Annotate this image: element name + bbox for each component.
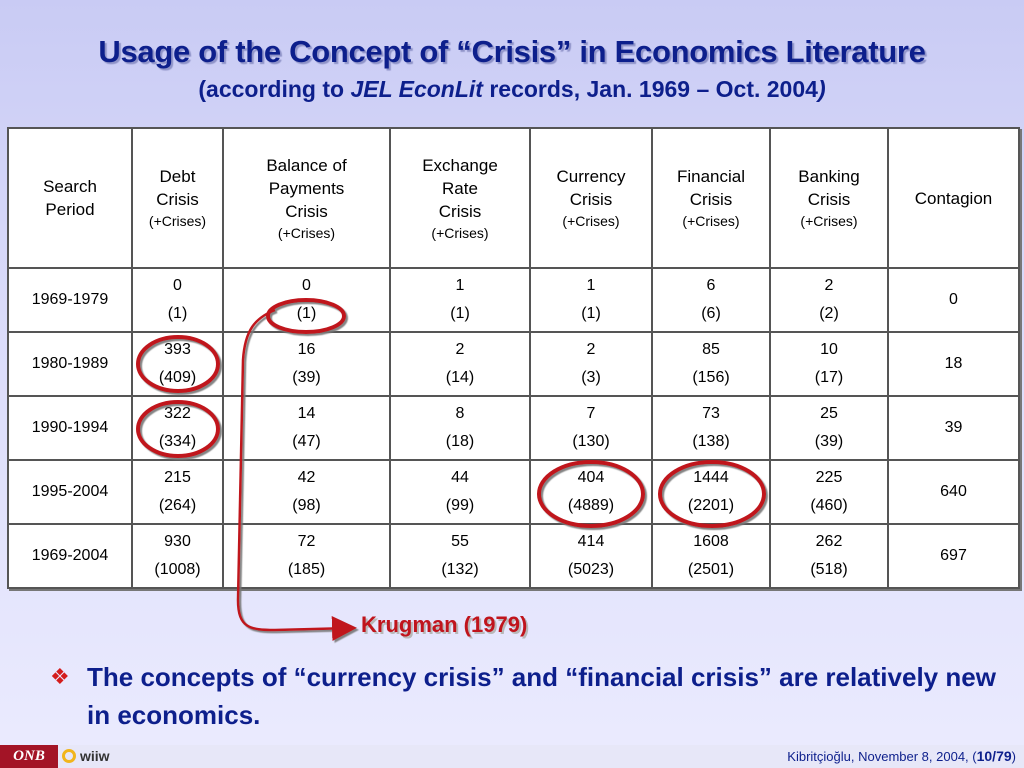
header-currency-crisis: Currency Crisis (+Crises) — [529, 127, 653, 269]
crisis-usage-table: Search Period Debt Crisis (+Crises) Balance… — [7, 127, 1020, 589]
data-cell: 55 (132) — [389, 523, 531, 589]
data-cell: 322 (334) — [131, 395, 224, 461]
header-exchange-rate-crisis: Exchange Rate Crisis (+Crises) — [389, 127, 531, 269]
table-row: 1980-1989 393 (409) 16 (39) 2 (14) 2 (3) 85(… — [7, 331, 1020, 397]
period-cell: 1990-1994 — [7, 395, 133, 461]
wiiw-logo: wiiw — [62, 745, 110, 768]
contagion-cell: 697 — [887, 523, 1020, 589]
slide-subtitle: (according to JEL EconLit records, Jan. … — [198, 76, 826, 102]
data-cell: 215 (264) — [131, 459, 224, 525]
data-cell: 1444 (2201) — [651, 459, 771, 525]
slide-title: Usage of the Concept of “Crisis” in Econ… — [98, 34, 926, 69]
header-search-period: Search Period — [7, 127, 133, 269]
data-cell: 1608 (2501) — [651, 523, 771, 589]
data-cell: 2 (3) — [529, 331, 653, 397]
table-row: 1969-1979 0 (1) 0 (1) 1 (1) 1 (1) 6 (6) 2 (2) … — [7, 267, 1020, 333]
page-number: 10/79 — [976, 748, 1012, 764]
data-cell: 8 (18) — [389, 395, 531, 461]
period-cell: 1995-2004 — [7, 459, 133, 525]
period-cell: 1969-1979 — [7, 267, 133, 333]
contagion-cell: 18 — [887, 331, 1020, 397]
bullet-point: ❖ The concepts of “currency crisis” and … — [50, 658, 1010, 734]
contagion-cell: 640 — [887, 459, 1020, 525]
krugman-annotation: Krugman (1979) — [361, 612, 528, 637]
data-cell: 85 (156) — [651, 331, 771, 397]
data-cell: 393 (409) — [131, 331, 224, 397]
data-cell: 16 (39) — [222, 331, 391, 397]
period-cell: 1980-1989 — [7, 331, 133, 397]
diamond-bullet-icon: ❖ — [50, 664, 70, 689]
contagion-cell: 0 — [887, 267, 1020, 333]
data-cell: 73 (138) — [651, 395, 771, 461]
data-cell: 7 (130) — [529, 395, 653, 461]
onb-logo: ONB — [0, 745, 58, 768]
data-cell: 2 (2) — [769, 267, 889, 333]
data-cell: 404 (4889) — [529, 459, 653, 525]
data-cell: 42 (98) — [222, 459, 391, 525]
header-banking-crisis: Banking Crisis (+Crises) — [769, 127, 889, 269]
header-debt-crisis: Debt Crisis (+Crises) — [131, 127, 224, 269]
wiiw-sun-icon — [62, 749, 76, 763]
data-cell: 0 (1) — [222, 267, 391, 333]
data-cell: 930 (1008) — [131, 523, 224, 589]
data-cell: 44 (99) — [389, 459, 531, 525]
bullet-text: The concepts of “currency crisis” and “f… — [87, 662, 996, 730]
header-contagion: Contagion — [887, 127, 1020, 269]
header-financial-crisis: Financial Crisis (+Crises) — [651, 127, 771, 269]
data-cell: 2 (14) — [389, 331, 531, 397]
data-cell: 10 (17) — [769, 331, 889, 397]
footer-bar — [0, 745, 1024, 768]
jel-econlit-text: JEL EconLit — [350, 76, 483, 102]
footer-credit: Kibritçioğlu, November 8, 2004, (10/79) — [787, 748, 1016, 764]
header-balance-of-payments-crisis: Balance of Payments Crisis (+Crises) — [222, 127, 391, 269]
data-cell: 225 (460) — [769, 459, 889, 525]
data-cell: 25 (39) — [769, 395, 889, 461]
data-cell: 6 (6) — [651, 267, 771, 333]
table-row: 1995-2004 215 (264) 42 (98) 44 (99) 404 (488… — [7, 459, 1020, 525]
data-cell: 14 (47) — [222, 395, 391, 461]
data-cell: 0 (1) — [131, 267, 224, 333]
table-row: 1990-1994 322 (334) 14 (47) 8 (18) 7 (130) 7… — [7, 395, 1020, 461]
period-cell: 1969-2004 — [7, 523, 133, 589]
data-cell: 72 (185) — [222, 523, 391, 589]
table-row: 1969-2004 930 (1008) 72 (185) 55 (132) 414(… — [7, 523, 1020, 589]
data-cell: 414 (5023) — [529, 523, 653, 589]
table-header-row: Search Period Debt Crisis (+Crises) Balance… — [7, 127, 1020, 269]
data-cell: 1 (1) — [529, 267, 653, 333]
contagion-cell: 39 — [887, 395, 1020, 461]
data-cell: 262 (518) — [769, 523, 889, 589]
data-cell: 1 (1) — [389, 267, 531, 333]
